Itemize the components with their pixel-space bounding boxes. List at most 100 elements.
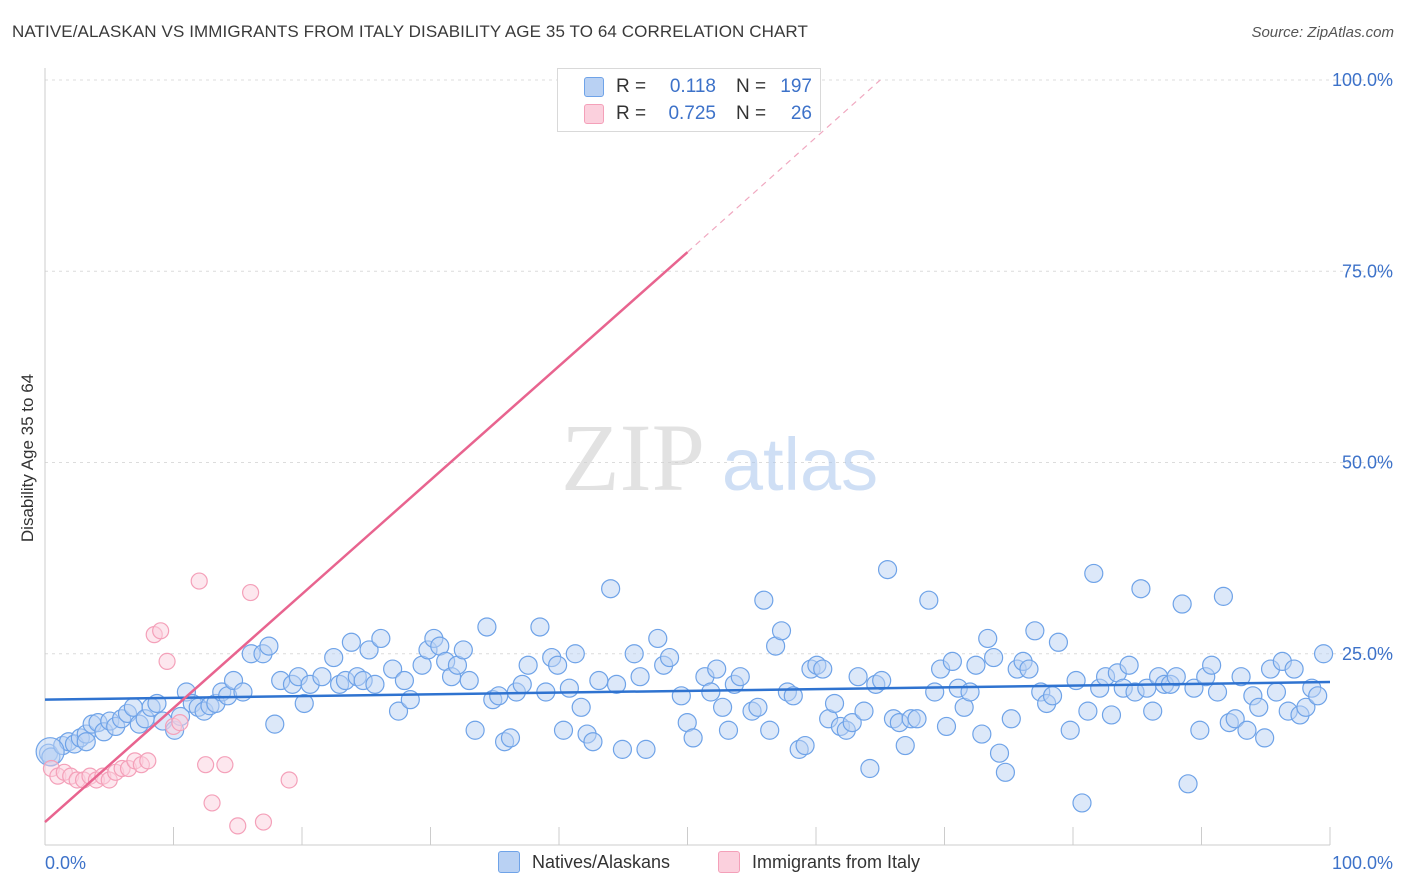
natives-point bbox=[848, 667, 868, 687]
natives-point bbox=[718, 720, 739, 740]
natives-point bbox=[233, 682, 253, 702]
natives-point bbox=[1249, 697, 1269, 717]
italy-point bbox=[152, 622, 170, 640]
italy-point bbox=[229, 817, 247, 835]
natives-point bbox=[1296, 697, 1316, 717]
legend-row-italy: R = 0.725 N = 26 bbox=[558, 102, 812, 126]
watermark-atlas: atlas bbox=[722, 423, 878, 506]
natives-point bbox=[707, 659, 727, 679]
natives-point bbox=[371, 628, 391, 649]
natives-point bbox=[294, 693, 314, 714]
natives-point bbox=[453, 640, 473, 660]
natives-point bbox=[341, 632, 361, 652]
italy-point bbox=[197, 756, 215, 774]
italy-swatch bbox=[584, 104, 604, 124]
legend-row-natives: R = 0.118 N = 197 bbox=[558, 75, 812, 99]
natives-point bbox=[1101, 705, 1122, 725]
natives-point bbox=[919, 590, 939, 610]
natives-point bbox=[1166, 667, 1186, 687]
natives-point bbox=[324, 647, 344, 668]
natives-point bbox=[553, 720, 574, 740]
natives-point bbox=[854, 701, 874, 721]
italy-point bbox=[254, 813, 273, 831]
natives-point bbox=[512, 674, 532, 694]
natives-point bbox=[259, 636, 279, 656]
natives-point bbox=[583, 732, 603, 752]
italy-points bbox=[42, 572, 298, 835]
natives-point bbox=[771, 621, 792, 641]
natives-point bbox=[312, 667, 332, 687]
natives-point bbox=[659, 647, 680, 668]
natives-point bbox=[978, 628, 998, 649]
natives-point bbox=[748, 697, 768, 717]
legend-natives-label: Natives/Alaskans bbox=[532, 851, 671, 872]
natives-trend-line bbox=[44, 680, 1331, 701]
natives-point bbox=[365, 674, 385, 694]
natives-point bbox=[1231, 667, 1251, 687]
legend-n-value: 197 bbox=[780, 76, 812, 97]
legend-r-value: 0.725 bbox=[668, 103, 716, 124]
series-legend: Natives/Alaskans Immigrants from Italy bbox=[0, 851, 1406, 877]
watermark-zip: ZIP bbox=[561, 404, 705, 511]
natives-point bbox=[624, 644, 644, 664]
natives-point bbox=[1225, 709, 1245, 729]
legend-r-value: 0.118 bbox=[669, 76, 716, 97]
natives-point bbox=[601, 579, 621, 599]
legend-n-value: 26 bbox=[790, 103, 812, 124]
natives-point bbox=[1078, 701, 1098, 721]
natives-point bbox=[984, 647, 1004, 668]
natives-point bbox=[394, 670, 415, 691]
natives-point bbox=[383, 659, 403, 679]
natives-point bbox=[477, 617, 497, 637]
natives-point bbox=[1143, 701, 1163, 721]
natives-point bbox=[465, 720, 485, 740]
trend-lines bbox=[44, 79, 1331, 823]
natives-point bbox=[1172, 594, 1192, 614]
natives-point bbox=[925, 682, 945, 702]
natives-point bbox=[1308, 686, 1328, 706]
natives-point bbox=[1237, 720, 1257, 740]
legend-item-natives[interactable]: Natives/Alaskans bbox=[498, 851, 670, 873]
y-tick-label: 100.0% bbox=[1332, 70, 1393, 90]
natives-point bbox=[489, 686, 509, 706]
natives-point bbox=[860, 758, 880, 779]
natives-point bbox=[942, 651, 962, 672]
chart-title: NATIVE/ALASKAN VS IMMIGRANTS FROM ITALY … bbox=[12, 22, 808, 41]
stats-legend: R = 0.118 N = 197 R = 0.725 N = 26 bbox=[557, 68, 821, 132]
natives-point bbox=[1202, 655, 1222, 675]
legend-n-label: N = bbox=[736, 76, 767, 97]
natives-point bbox=[648, 628, 668, 649]
natives-point bbox=[1213, 586, 1234, 606]
natives-point bbox=[571, 697, 591, 717]
y-tick-label: 50.0% bbox=[1342, 453, 1393, 473]
legend-item-italy[interactable]: Immigrants from Italy bbox=[718, 851, 920, 873]
natives-point bbox=[630, 667, 650, 687]
natives-point bbox=[1084, 563, 1104, 584]
natives-point bbox=[824, 693, 845, 714]
y-tick-label: 75.0% bbox=[1342, 261, 1393, 281]
italy-point bbox=[171, 713, 189, 732]
natives-point bbox=[1042, 686, 1063, 706]
natives-point bbox=[1025, 621, 1045, 641]
natives-point bbox=[754, 590, 774, 610]
x-tick-label: 100.0% bbox=[1332, 853, 1393, 873]
tick-labels: 25.0% 50.0% 75.0% 100.0% 0.0% 100.0% bbox=[45, 70, 1393, 873]
natives-point bbox=[1048, 632, 1069, 652]
natives-point bbox=[76, 732, 96, 752]
italy-legend-swatch bbox=[718, 851, 740, 873]
natives-point bbox=[1178, 774, 1198, 794]
watermark: ZIP atlas bbox=[561, 404, 878, 511]
natives-point bbox=[966, 655, 986, 675]
natives-point bbox=[1284, 659, 1304, 679]
natives-point bbox=[1131, 579, 1151, 599]
natives-point bbox=[995, 762, 1016, 782]
natives-point bbox=[565, 644, 585, 664]
natives-point bbox=[559, 678, 579, 698]
natives-point bbox=[518, 655, 538, 675]
legend-italy-label: Immigrants from Italy bbox=[752, 851, 921, 872]
natives-point bbox=[760, 720, 780, 740]
italy-trend-line bbox=[44, 251, 689, 823]
legend-n-label: N = bbox=[736, 103, 767, 124]
natives-point bbox=[795, 735, 815, 756]
